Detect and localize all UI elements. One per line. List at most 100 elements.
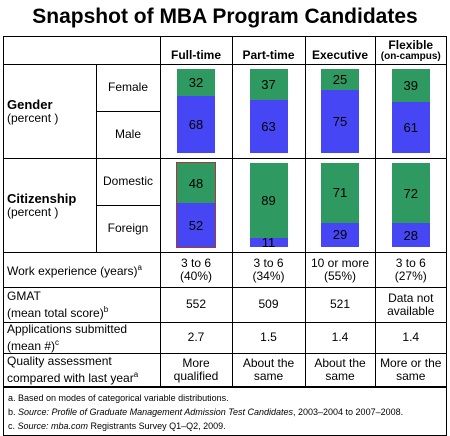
footnote: c. Source: mba.com Registrants Survey Q1… bbox=[8, 419, 442, 433]
cell: 509 bbox=[231, 286, 306, 323]
bar-cell: 32 68 bbox=[159, 63, 233, 159]
stacked-bar: 71 29 bbox=[321, 163, 359, 247]
table: Full-time Part-time Executive Flexible (on-c… bbox=[4, 37, 446, 387]
column-name: Flexible bbox=[388, 37, 434, 52]
bar-cell: 72 28 bbox=[374, 157, 446, 253]
bar-cell: 25 75 bbox=[304, 63, 376, 159]
cell: 3 to 6 (34%) bbox=[231, 251, 306, 288]
bar-segment: 39 bbox=[391, 69, 430, 102]
bar-segment: 28 bbox=[391, 223, 430, 247]
bar-segment: 11 bbox=[249, 234, 288, 250]
stacked-bar: 72 28 bbox=[391, 163, 430, 247]
segment-label: 29 bbox=[332, 227, 348, 243]
bar-cell: 37 63 bbox=[231, 63, 306, 159]
bar-segment: 32 bbox=[177, 69, 215, 96]
segment-label: 72 bbox=[403, 185, 418, 201]
bar-segment: 89 bbox=[249, 163, 288, 238]
corner bbox=[4, 37, 161, 65]
row-label: GMAT (mean total score)b bbox=[4, 286, 161, 323]
cell: About the same bbox=[231, 352, 306, 387]
segment-label: 32 bbox=[188, 74, 204, 90]
bar-segment: 29 bbox=[321, 222, 359, 247]
column-header: Part-time bbox=[231, 37, 306, 65]
bar-segment: 25 bbox=[321, 69, 359, 90]
part-label: Domestic bbox=[95, 157, 161, 206]
cell: More qualified bbox=[159, 352, 233, 387]
column-name: Full-time bbox=[171, 47, 221, 62]
column-header: Flexible (on-campus) bbox=[374, 37, 446, 65]
column-header: Executive bbox=[304, 37, 376, 65]
row-label: Quality assessment compared with last ye… bbox=[4, 352, 161, 387]
stacked-bar: 32 68 bbox=[177, 69, 215, 153]
group-row: Citizenship (percent ) Domestic 48 52 89 11 71… bbox=[4, 157, 446, 253]
segment-label: 25 bbox=[332, 72, 348, 87]
group-name: Gender bbox=[7, 96, 53, 112]
bar-segment: 37 bbox=[249, 69, 288, 101]
group-label: Citizenship (percent ) bbox=[4, 157, 97, 253]
segment-label: 28 bbox=[403, 227, 418, 243]
data-row: Applications submitted (mean #)c 2.7 1.5 1.… bbox=[4, 321, 446, 354]
cell: 2.7 bbox=[159, 321, 233, 354]
segment-label: 68 bbox=[188, 116, 204, 132]
footnote-part: Source: mba.com bbox=[17, 420, 89, 431]
footnote-part: b. bbox=[8, 406, 19, 417]
bar-cell: 89 11 bbox=[231, 157, 306, 253]
footnote-part: Registrants Survey Q1–Q2, 2009. bbox=[88, 420, 226, 431]
segment-label: 71 bbox=[332, 185, 348, 201]
cell: More or the same bbox=[374, 352, 446, 387]
segment-label: 11 bbox=[261, 234, 276, 250]
column-name: Part-time bbox=[242, 47, 295, 62]
segment-label: 89 bbox=[261, 192, 276, 208]
stacked-bar: 39 61 bbox=[391, 69, 430, 153]
part-label: Male bbox=[96, 110, 160, 159]
cell: 3 to 6 (27%) bbox=[374, 251, 446, 288]
cell: Data not available bbox=[374, 286, 446, 323]
row-note: a bbox=[137, 263, 142, 272]
bar-segment: 71 bbox=[321, 163, 359, 223]
column-header: Full-time bbox=[159, 37, 233, 65]
bar-segment: 68 bbox=[177, 95, 215, 153]
cell: 552 bbox=[159, 286, 233, 323]
footnote: b. Source: Profile of Graduate Managemen… bbox=[8, 405, 442, 419]
bar-segment: 72 bbox=[391, 163, 430, 224]
bar-cell: 71 29 bbox=[304, 157, 376, 253]
stacked-bar: 48 52 bbox=[176, 162, 216, 248]
group-row: Gender (percent ) Female 32 68 37 63 25 75 39 61 bbox=[4, 63, 446, 159]
bar-segment: 63 bbox=[249, 100, 288, 153]
cell: 10 or more (55%) bbox=[304, 251, 376, 288]
segment-label: 75 bbox=[332, 114, 348, 129]
part-label: Foreign bbox=[96, 204, 160, 253]
stacked-bar: 25 75 bbox=[321, 69, 359, 153]
part-label: Female bbox=[95, 63, 161, 112]
bar-segment: 52 bbox=[177, 203, 215, 247]
segment-label: 37 bbox=[261, 77, 276, 93]
data-row: Quality assessment compared with last ye… bbox=[4, 352, 446, 387]
group-unit: (percent ) bbox=[7, 110, 59, 125]
group-row: Male bbox=[4, 110, 446, 159]
bar-cell: 39 61 bbox=[374, 63, 446, 159]
stacked-bar: 37 63 bbox=[249, 69, 288, 153]
stacked-bar: 89 11 bbox=[249, 163, 288, 250]
cell: 3 to 6 (40%) bbox=[159, 251, 233, 288]
row-label-text: GMAT (mean total score) bbox=[7, 288, 104, 320]
cell: 521 bbox=[304, 286, 376, 323]
bar-segment: 75 bbox=[321, 90, 359, 153]
column-note: (on-campus) bbox=[380, 50, 441, 62]
cell: 1.5 bbox=[231, 321, 306, 354]
data-row: Work experience (years)a 3 to 6 (40%) 3 to… bbox=[4, 251, 446, 288]
segment-label: 39 bbox=[403, 77, 418, 93]
row-label-text: Quality assessment compared with last ye… bbox=[7, 353, 134, 385]
bar-segment: 61 bbox=[391, 101, 430, 153]
segment-label: 61 bbox=[403, 119, 418, 135]
group-unit: (percent ) bbox=[7, 204, 59, 219]
column-name: Executive bbox=[311, 47, 369, 62]
group-name: Citizenship bbox=[7, 190, 77, 206]
row-label-text: Work experience (years) bbox=[7, 264, 138, 278]
footnotes: a. Based on modes of categorical variabl… bbox=[4, 386, 446, 435]
footnote: a. Based on modes of categorical variabl… bbox=[8, 391, 442, 405]
bar-segment: 48 bbox=[177, 163, 215, 204]
row-note: a bbox=[133, 369, 139, 379]
title: Snapshot of MBA Program Candidates bbox=[32, 5, 418, 28]
cell: 1.4 bbox=[374, 321, 446, 354]
group-row: Foreign bbox=[4, 204, 446, 253]
